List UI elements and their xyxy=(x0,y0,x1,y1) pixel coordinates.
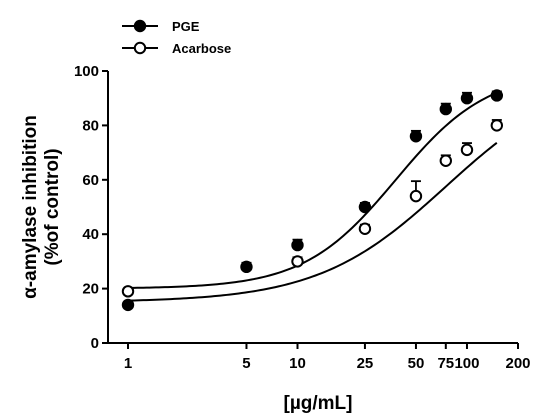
data-point-acarbose xyxy=(291,255,304,268)
legend-item-acarbose: Acarbose xyxy=(122,41,231,56)
y-axis-title-line1: α-amylase inhibition xyxy=(20,115,41,299)
legend: PGE Acarbose xyxy=(122,19,231,56)
legend-marker-acarbose xyxy=(133,41,147,55)
data-point-pge xyxy=(490,89,504,102)
data-point-acarbose xyxy=(460,143,474,157)
x-axis-title: [µg/mL] xyxy=(284,393,353,414)
legend-label-pge: PGE xyxy=(172,19,200,34)
x-tick-label-100: 100 xyxy=(454,355,479,372)
y-tick-label-40: 40 xyxy=(82,226,99,243)
fit-curve-acarbose xyxy=(127,142,498,302)
y-tick-label-100: 100 xyxy=(74,63,99,80)
data-point-acarbose xyxy=(121,285,135,298)
y-axis-title-line2: (%of control) xyxy=(42,148,63,265)
y-axis-title: α-amylase inhibition (%of control) xyxy=(20,115,63,299)
x-tick-label-10: 10 xyxy=(289,355,306,372)
data-point-pge xyxy=(460,92,474,105)
data-point-pge xyxy=(439,102,453,116)
y-tick-label-0: 0 xyxy=(91,335,99,352)
legend-label-acarbose: Acarbose xyxy=(172,41,231,56)
x-tick-label-5: 5 xyxy=(242,355,250,372)
data-point-pge xyxy=(358,200,372,214)
data-point-acarbose xyxy=(358,222,372,235)
legend-item-pge: PGE xyxy=(122,19,200,34)
data-point-acarbose xyxy=(409,189,423,203)
axes xyxy=(107,71,518,344)
x-tick-label-1: 1 xyxy=(124,355,132,372)
data-point-pge xyxy=(291,238,304,252)
fit-curve-pge xyxy=(127,91,498,289)
data-point-pge xyxy=(409,130,423,143)
fit-curves xyxy=(127,91,498,302)
data-point-acarbose xyxy=(439,154,453,167)
data-point-acarbose xyxy=(490,119,504,132)
x-tick-label-200: 200 xyxy=(505,355,530,372)
y-tick-label-80: 80 xyxy=(82,117,99,134)
x-tick-label-50: 50 xyxy=(408,355,425,372)
legend-marker-pge xyxy=(133,19,147,33)
data-points xyxy=(121,89,504,312)
y-tick-label-20: 20 xyxy=(82,281,99,298)
x-tick-label-75: 75 xyxy=(437,355,454,372)
data-point-pge xyxy=(121,298,135,312)
data-point-pge xyxy=(240,260,253,274)
x-tick-label-25: 25 xyxy=(357,355,374,372)
y-tick-label-60: 60 xyxy=(82,172,99,189)
